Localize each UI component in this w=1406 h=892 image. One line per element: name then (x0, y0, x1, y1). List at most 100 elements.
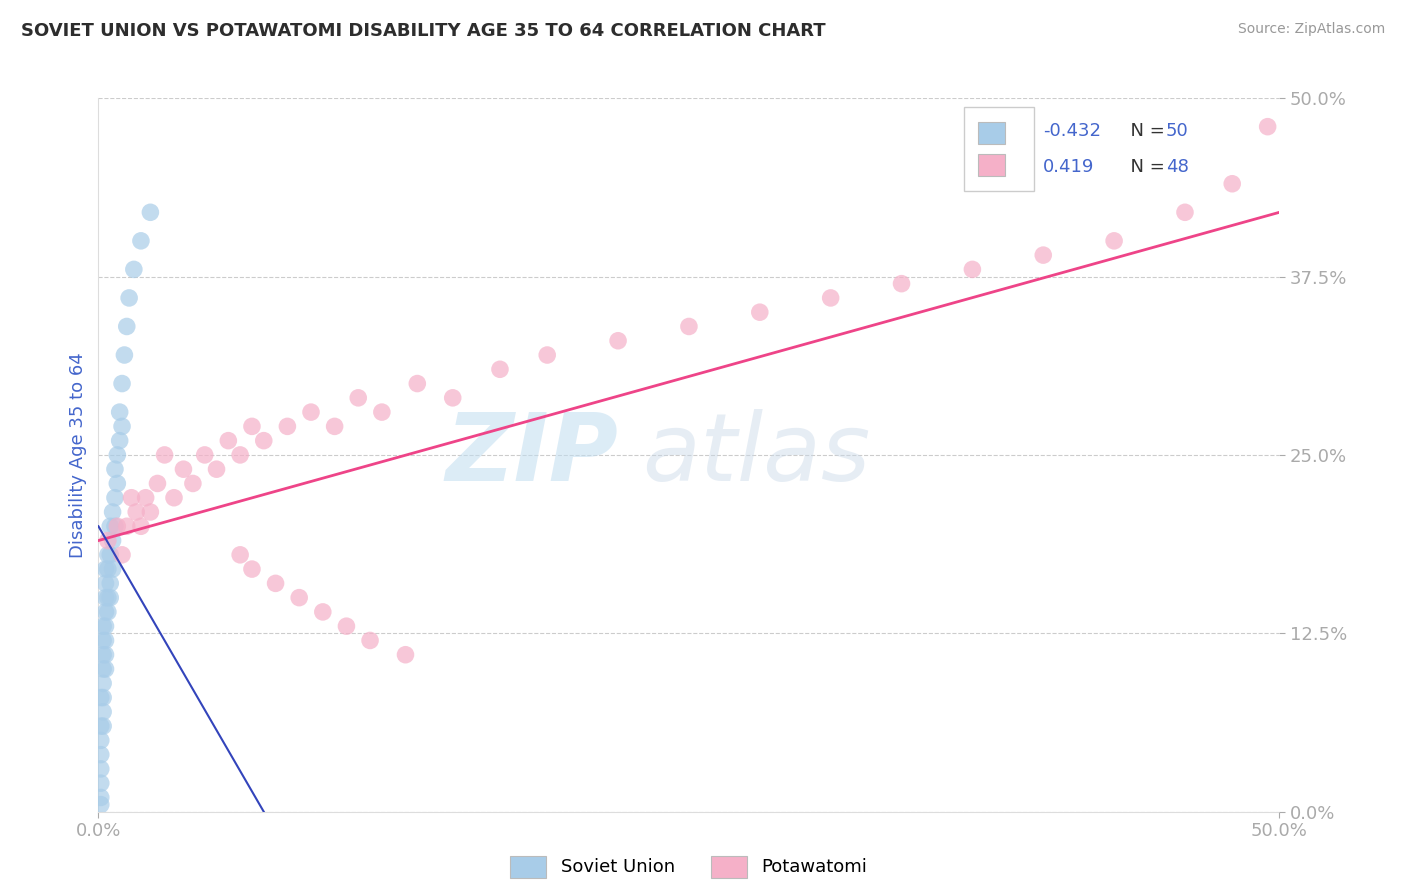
Point (97, 562, 120, 576)
Point (240, 562, 263, 576)
Point (115, 319, 138, 334)
Point (101, 562, 124, 576)
Point (205, 462, 228, 476)
Point (347, 391, 370, 405)
Point (264, 576, 287, 591)
Point (172, 462, 194, 476)
Point (163, 491, 186, 505)
Text: N =: N = (1119, 159, 1170, 177)
Point (105, 448, 128, 462)
Point (678, 319, 700, 334)
Point (229, 548, 252, 562)
Point (890, 277, 912, 291)
Point (962, 262, 984, 277)
Point (90, 747, 112, 762)
Point (240, 419, 263, 434)
Point (91, 719, 114, 733)
Point (1102, 234, 1125, 248)
Text: Source: ZipAtlas.com: Source: ZipAtlas.com (1237, 22, 1385, 37)
Point (91, 648, 114, 662)
Point (1032, 248, 1054, 262)
Point (98, 576, 121, 591)
Point (394, 648, 416, 662)
Point (90, 733, 112, 747)
Point (90, 719, 112, 733)
Point (181, 476, 204, 491)
Point (312, 605, 335, 619)
Point (359, 633, 381, 648)
Point (288, 591, 311, 605)
Point (153, 448, 176, 462)
Text: 0.419: 0.419 (1043, 159, 1094, 177)
Point (104, 491, 127, 505)
Point (91, 662, 114, 676)
Text: SOVIET UNION VS POTAWATOMI DISABILITY AGE 35 TO 64 CORRELATION CHART: SOVIET UNION VS POTAWATOMI DISABILITY AG… (21, 22, 825, 40)
Point (108, 434, 131, 448)
Point (1220, 177, 1243, 191)
Point (105, 476, 128, 491)
Text: atlas: atlas (641, 409, 870, 500)
Point (122, 262, 145, 277)
Point (91, 633, 114, 648)
Point (135, 491, 157, 505)
Point (94, 633, 117, 648)
Point (115, 519, 138, 533)
Point (94, 662, 117, 676)
Point (97, 591, 120, 605)
Point (90, 762, 112, 776)
Point (253, 434, 276, 448)
Point (94, 591, 117, 605)
Point (94, 648, 117, 662)
Point (94, 619, 117, 633)
Point (101, 505, 124, 519)
Point (276, 419, 298, 434)
Point (94, 562, 117, 576)
Point (129, 519, 152, 533)
Point (111, 419, 134, 434)
Point (97, 605, 120, 619)
Text: N =: N = (1119, 121, 1170, 140)
Point (607, 334, 630, 348)
Point (97, 533, 120, 548)
Point (139, 205, 162, 219)
Point (91, 619, 114, 633)
Point (406, 376, 429, 391)
Point (229, 448, 252, 462)
Point (112, 348, 135, 362)
Point (91, 690, 114, 705)
Point (1257, 120, 1279, 134)
Point (335, 619, 357, 633)
Point (129, 234, 152, 248)
Point (217, 434, 239, 448)
Point (90, 690, 112, 705)
Point (111, 376, 134, 391)
Y-axis label: Disability Age 35 to 64: Disability Age 35 to 64 (69, 352, 87, 558)
Point (441, 391, 464, 405)
Point (108, 405, 131, 419)
Point (125, 505, 148, 519)
Point (1174, 205, 1197, 219)
Point (820, 291, 842, 305)
Point (748, 305, 770, 319)
Point (91, 676, 114, 690)
Point (489, 362, 512, 376)
Point (536, 348, 558, 362)
Point (323, 419, 346, 434)
Text: R =: R = (987, 121, 1025, 140)
Point (371, 405, 394, 419)
Text: 48: 48 (1166, 159, 1188, 177)
Point (90, 790, 112, 805)
Point (118, 291, 141, 305)
Text: -0.432: -0.432 (1043, 121, 1101, 140)
Point (121, 491, 143, 505)
Text: R =: R = (987, 159, 1031, 177)
Point (98, 548, 121, 562)
Point (104, 462, 127, 476)
Point (90, 797, 112, 812)
Point (139, 505, 162, 519)
Point (111, 548, 134, 562)
Text: ZIP: ZIP (446, 409, 619, 501)
Point (94, 605, 117, 619)
Point (104, 519, 127, 533)
Legend: Soviet Union, Potawatomi: Soviet Union, Potawatomi (503, 848, 875, 885)
